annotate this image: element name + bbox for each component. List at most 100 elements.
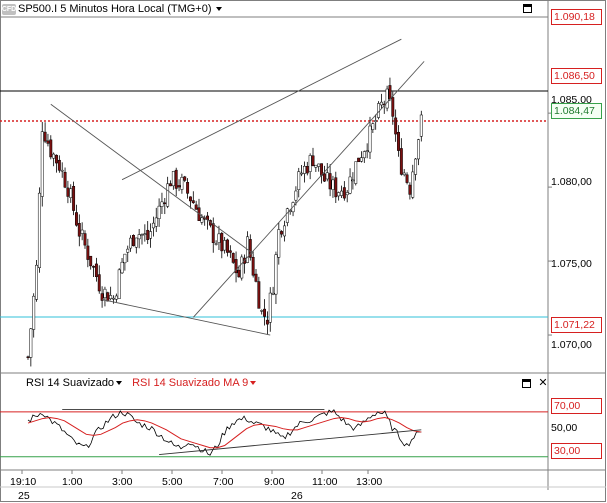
candle-body (411, 171, 415, 198)
candle-body (311, 155, 315, 166)
candle-body (66, 187, 70, 197)
candle-body (397, 131, 400, 151)
chart-title[interactable]: SP500.I 5 Minutos Hora Local (TMG+0) (18, 3, 212, 15)
candle-body (154, 217, 158, 227)
candle-body (194, 204, 198, 210)
candle-body (49, 139, 53, 158)
candle-body (405, 174, 409, 183)
candle-body (140, 234, 144, 236)
candle-body (394, 117, 398, 135)
candle-body (149, 231, 153, 239)
chart-header[interactable]: CFD SP500.I 5 Minutos Hora Local (TMG+0) (2, 2, 222, 16)
candle-body (257, 281, 261, 309)
candle-body (231, 253, 235, 263)
candle-body (408, 184, 412, 195)
date-label: 26 (291, 490, 303, 502)
candle-body (26, 356, 30, 359)
rsi-ma-line (27, 416, 422, 449)
candle-body (314, 164, 318, 168)
candle-body (385, 88, 389, 109)
candle-body (260, 310, 264, 312)
chevron-down-icon[interactable] (250, 381, 257, 386)
time-tick-label: 7:00 (213, 476, 234, 488)
candle-body (388, 85, 392, 100)
candle-body (402, 172, 406, 176)
candle-body (114, 295, 118, 300)
candle-body (277, 229, 281, 258)
price-tick-label: 1.075,00 (551, 258, 592, 270)
candle-body (55, 154, 58, 164)
rsi-series-label[interactable]: RSI 14 Suavizado (26, 377, 123, 389)
candle-body (317, 163, 321, 167)
candle-body (214, 243, 218, 245)
trend-line (102, 299, 271, 336)
candle-body (297, 171, 301, 190)
candle-body (223, 240, 227, 251)
candle-body (75, 212, 78, 226)
candle-body (137, 234, 141, 240)
candle-body (337, 192, 341, 197)
candle-body (368, 125, 372, 153)
candle-body (226, 239, 229, 253)
price-box-current: 1.084,47 (551, 103, 602, 119)
candle-body (371, 123, 375, 130)
candle-body (399, 148, 403, 175)
candle-body (177, 185, 181, 188)
candle-body (126, 248, 130, 253)
candle-body (360, 157, 363, 162)
candle-body (143, 233, 147, 235)
candle-body (305, 166, 309, 174)
candle-body (166, 183, 170, 207)
candle-body (211, 223, 215, 244)
candle-body (112, 297, 115, 300)
candle-body (117, 269, 121, 299)
candle-body (254, 273, 258, 282)
candle-body (191, 200, 195, 204)
candle-body (35, 264, 38, 300)
candle-body (237, 269, 241, 278)
rsi-level-lower: 30,00 (551, 443, 602, 459)
candle-body (220, 232, 224, 252)
candle-body (268, 292, 272, 323)
candle-body (328, 173, 332, 190)
chevron-down-icon[interactable] (215, 7, 222, 11)
candle-body (120, 261, 124, 274)
candle-body (217, 233, 221, 243)
candle-body (169, 183, 172, 187)
maximize-button[interactable] (523, 4, 532, 13)
time-tick-label: 9:00 (264, 476, 285, 488)
rsi-maximize-button[interactable] (522, 379, 531, 388)
trend-line (50, 103, 254, 255)
rsi-ma-series-label[interactable]: RSI 14 Suavizado MA 9 (132, 377, 257, 389)
candle-body (100, 293, 104, 301)
candle-body (357, 157, 361, 163)
price-tick-label: 1.080,00 (551, 176, 592, 188)
time-tick-label: 13:00 (356, 476, 383, 488)
candle-body (123, 253, 127, 264)
candle-body (86, 245, 90, 260)
candle-body (186, 182, 190, 194)
candle-body (283, 225, 286, 237)
candle-body (331, 179, 335, 190)
candle-body (280, 231, 284, 235)
candle-body (265, 319, 269, 325)
candle-body (300, 172, 304, 175)
rsi-close-button[interactable]: ✕ (538, 377, 548, 389)
candle-body (37, 192, 41, 268)
candle-body (391, 97, 395, 117)
candle-body (77, 223, 81, 237)
trend-line (121, 38, 402, 181)
candle-body (263, 308, 267, 317)
candle-body (348, 176, 352, 194)
candle-body (83, 233, 87, 246)
rsi-header[interactable]: RSI 14 Suavizado RSI 14 Suavizado MA 9 (26, 377, 257, 389)
candle-body (334, 177, 338, 198)
candle-body (80, 229, 84, 234)
time-tick-label: 3:00 (112, 476, 133, 488)
date-label: 25 (18, 490, 30, 502)
candle-body (379, 101, 383, 106)
candle-body (274, 254, 278, 295)
chevron-down-icon[interactable] (116, 381, 123, 386)
